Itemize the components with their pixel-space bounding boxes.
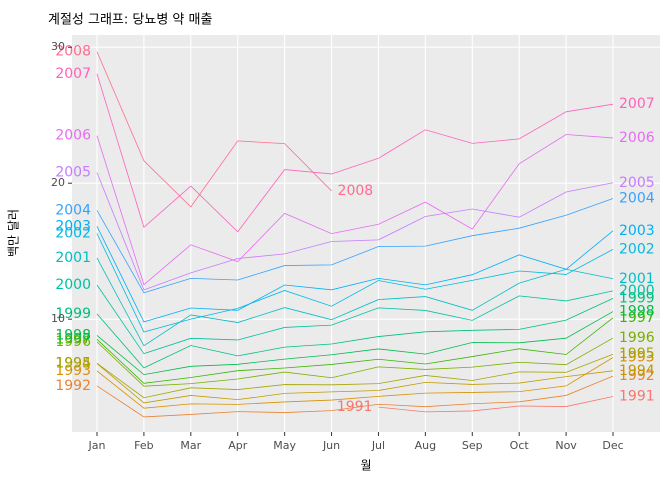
year-label-right: 2006 [619, 130, 655, 146]
year-label-right: 2008 [338, 183, 374, 199]
year-label-right: 2002 [619, 241, 655, 257]
year-label-right: 1994 [619, 363, 655, 379]
year-label-right: 1993 [619, 349, 655, 365]
series-line [96, 73, 614, 233]
y-tick-label: 10 [51, 312, 65, 325]
grid [72, 35, 660, 432]
x-tick-label: Nov [555, 439, 577, 452]
x-tick-label: May [273, 439, 296, 452]
x-tick-label: Sep [462, 439, 483, 452]
x-tick-label: Jan [88, 439, 106, 452]
x-axis-title: 월 [360, 459, 371, 473]
year-label-left: 1996 [55, 334, 91, 350]
chart-title: 계절성 그래프: 당뇨병 약 매출 [48, 13, 212, 28]
year-label-left: 1991 [337, 399, 373, 415]
y-tick-label: 20 [51, 176, 65, 189]
series-line [96, 317, 614, 384]
y-axis-title: 백만 달러 [7, 209, 21, 257]
year-label-left: 2001 [55, 250, 91, 266]
year-label-left: 1995 [55, 355, 91, 371]
year-label-right: 1998 [619, 304, 655, 320]
year-label-left: 2008 [55, 44, 91, 60]
year-label-left: 2006 [55, 128, 91, 144]
year-label-left: 2007 [55, 66, 91, 82]
year-label-right: 1997 [619, 310, 655, 326]
series-line [378, 396, 614, 413]
series-line [96, 357, 614, 409]
series-line [96, 363, 614, 404]
series-line [96, 257, 614, 347]
lines [96, 51, 614, 418]
year-label-left: 1992 [55, 378, 91, 394]
year-label-left: 2002 [55, 226, 91, 242]
series-line [96, 134, 614, 286]
series-line [96, 198, 614, 294]
series-line [96, 337, 614, 387]
year-label-left: 2004 [55, 202, 91, 218]
year-label-left: 1993 [55, 363, 91, 379]
series-line [96, 375, 614, 418]
x-tick-label: Oct [510, 439, 530, 452]
year-label-left: 2003 [55, 218, 91, 234]
x-tick-label: Jun [322, 439, 340, 452]
year-label-right: 2001 [619, 271, 655, 287]
year-label-right: 2004 [619, 191, 655, 207]
year-label-right: 2003 [619, 223, 655, 239]
series-line [96, 284, 614, 355]
year-label-right: 1996 [619, 330, 655, 346]
x-tick-label: Jul [371, 439, 385, 452]
series-line [96, 233, 614, 333]
year-label-right: 1991 [619, 389, 655, 405]
year-label-left: 2000 [55, 277, 91, 293]
year-label-left: 1999 [55, 306, 91, 322]
x-tick-label: Dec [602, 439, 623, 452]
series-line [96, 172, 614, 291]
x-tick-label: Apr [228, 439, 248, 452]
year-label-left: 1994 [55, 356, 91, 372]
x-tick-label: Mar [180, 439, 201, 452]
year-label-right: 1999 [619, 290, 655, 306]
year-label-right: 2005 [619, 175, 655, 191]
year-label-left: 1997 [55, 331, 91, 347]
year-label-left: 1998 [55, 327, 91, 343]
series-line [96, 297, 614, 369]
series-line [96, 226, 614, 323]
panel [72, 35, 660, 432]
year-label-right: 2007 [619, 96, 655, 112]
year-label-right: 1995 [619, 346, 655, 362]
series-line [96, 311, 614, 376]
x-tick-label: Aug [415, 439, 436, 452]
series-line [96, 51, 332, 208]
series-line [96, 353, 614, 399]
y-tick-label: 30 [51, 40, 65, 53]
year-label-left: 2005 [55, 165, 91, 181]
year-label-right: 1992 [619, 368, 655, 384]
year-label-right: 2000 [619, 283, 655, 299]
x-tick-label: Feb [134, 439, 153, 452]
